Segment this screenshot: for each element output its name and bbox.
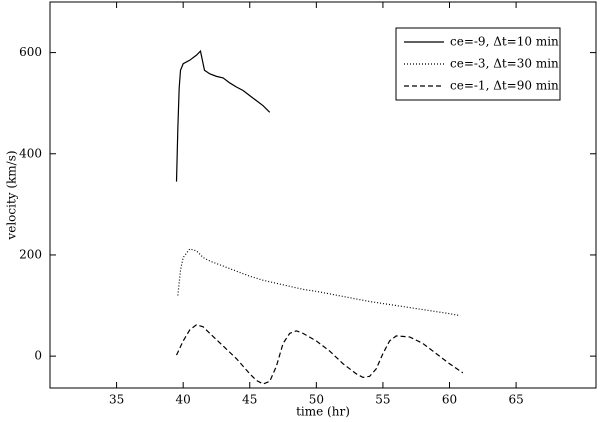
- x-tick-label: 55: [375, 393, 390, 407]
- series-line: [175, 49, 271, 182]
- y-tick-label: 600: [19, 45, 42, 59]
- legend: [395, 27, 561, 101]
- x-tick-label: 60: [442, 393, 457, 407]
- x-tick-label: 40: [176, 393, 191, 407]
- x-tick-label: 50: [309, 393, 324, 407]
- y-tick-label: 200: [19, 247, 42, 261]
- x-axis-label: time (hr): [296, 405, 350, 419]
- y-tick-label: 0: [34, 349, 42, 363]
- x-tick-label: 35: [109, 393, 124, 407]
- series-line: [177, 248, 461, 317]
- series-line: [175, 324, 464, 385]
- legend-label: ce=-1, Δt=90 min: [450, 79, 559, 93]
- x-tick-label: 65: [508, 393, 523, 407]
- legend-label: ce=-3, Δt=30 min: [450, 57, 559, 71]
- x-tick-label: 45: [242, 393, 257, 407]
- legend-label: ce=-9, Δt=10 min: [450, 35, 559, 49]
- y-tick-label: 400: [19, 146, 42, 160]
- plot-frame: [49, 1, 597, 389]
- y-axis-label: velocity (km/s): [5, 150, 19, 240]
